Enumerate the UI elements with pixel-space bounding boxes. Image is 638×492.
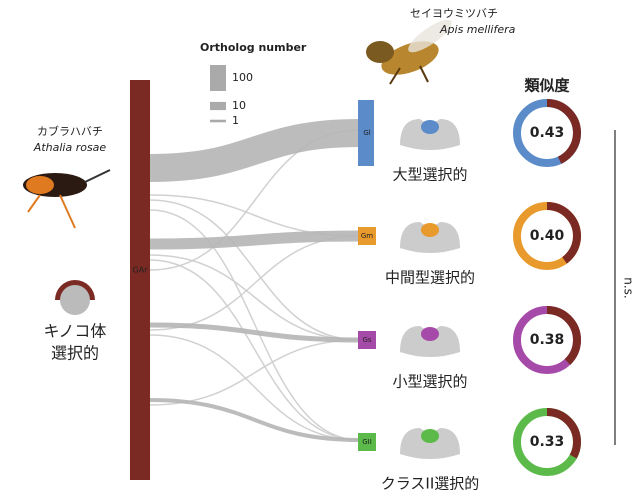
similarity-value: 0.33 — [530, 434, 565, 450]
source-bar — [130, 80, 150, 480]
similarity-value: 0.43 — [530, 125, 565, 141]
similarity-value: 0.38 — [530, 332, 565, 348]
node-gene: Gm — [361, 232, 373, 240]
brain-highlight — [421, 120, 439, 134]
legend-title: Ortholog number — [200, 41, 307, 54]
node-label: 大型選択的 — [392, 166, 467, 184]
species-latin: Apis mellifera — [439, 23, 516, 36]
brain-icon — [400, 119, 460, 150]
node-box — [358, 433, 376, 451]
brain-icon — [400, 428, 460, 459]
flow — [149, 199, 361, 341]
significance: n.s. — [622, 277, 636, 299]
flow — [149, 230, 361, 250]
source-gene: GAr — [133, 266, 149, 275]
mushroom-body-icon — [55, 280, 95, 315]
similarity-value: 0.40 — [530, 228, 565, 244]
node-box — [358, 227, 376, 245]
node-label: 中間型選択的 — [385, 269, 475, 287]
legend-label: 10 — [232, 99, 246, 112]
node-gene: Gs — [362, 336, 371, 344]
flow — [149, 209, 361, 441]
similarity-arc — [513, 408, 581, 476]
node-gene: Gl — [363, 129, 370, 137]
similarity-arc — [513, 202, 581, 270]
legend-label: 1 — [232, 114, 239, 127]
flow — [149, 334, 361, 441]
species-name: セイヨウミツバチ — [410, 7, 498, 20]
similarity-title: 類似度 — [523, 77, 570, 95]
similarity-arc — [513, 99, 581, 167]
flow — [149, 254, 361, 341]
brain-icon — [400, 222, 460, 253]
node-gene: GII — [362, 438, 372, 446]
source-label: キノコ体 — [44, 322, 107, 341]
brain-highlight — [421, 429, 439, 443]
node-box — [358, 331, 376, 349]
brain-highlight — [421, 327, 439, 341]
species-name: カブラハバチ — [37, 124, 103, 138]
legend-label: 100 — [232, 71, 253, 84]
flow — [149, 235, 361, 331]
node-label: 小型選択的 — [392, 373, 467, 391]
brain-highlight — [421, 223, 439, 237]
flow — [149, 119, 361, 182]
flow — [149, 398, 361, 442]
bee-icon — [366, 19, 452, 85]
node-label: クラスII選択的 — [381, 475, 480, 492]
species-latin: Athalia rosae — [33, 141, 107, 154]
brain-icon — [400, 326, 460, 357]
flow — [149, 259, 361, 441]
similarity-arc — [513, 306, 581, 374]
sawfly-icon — [23, 169, 111, 229]
flow — [149, 322, 361, 343]
source-label: 選択的 — [51, 344, 99, 363]
node-box — [358, 100, 374, 166]
